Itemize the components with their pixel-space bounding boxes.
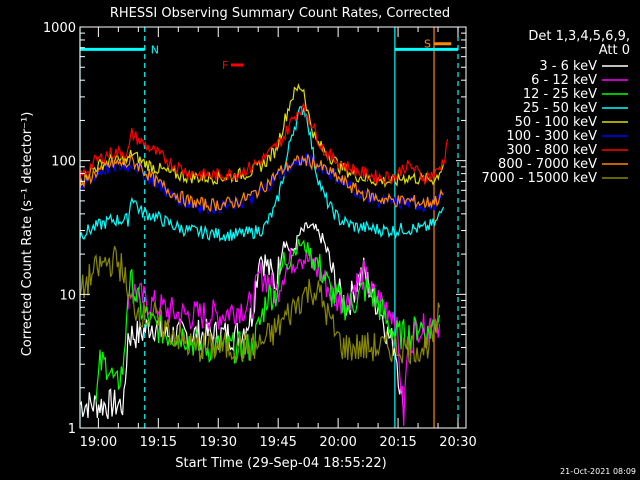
tick-layer: 1 10 100 1000 19:00 19:15 19:30 19:45 20:00 20:15… [43, 21, 477, 450]
series-line-3 [79, 106, 445, 243]
plot-frame [79, 26, 467, 429]
series-line-8 [79, 246, 441, 365]
timestamp: 21-Oct-2021 08:09 [560, 467, 636, 476]
series-line-6 [79, 102, 449, 186]
y-axis-label: Corrected Count Rate (s⁻¹ detector⁻¹) [20, 112, 35, 357]
annotation-label-2: F [222, 59, 228, 72]
chart-title: RHESSI Observing Summary Count Rates, Co… [110, 6, 450, 21]
x-tick-label-0: 19:00 [80, 435, 117, 450]
series-layer [79, 82, 449, 426]
series-line-2 [95, 239, 441, 403]
series-line-0 [79, 222, 405, 420]
x-tick-label-1: 19:15 [140, 435, 177, 450]
y-tick-label-1: 10 [59, 288, 76, 303]
x-tick-label-4: 20:00 [319, 435, 356, 450]
legend-header-line-2: Att 0 [599, 43, 630, 58]
series-line-5 [79, 152, 445, 215]
annotation-label-1: S [424, 38, 431, 51]
legend-label-5: 100 - 300 keV [506, 129, 597, 144]
y-tick-label-2: 100 [51, 155, 76, 170]
legend-label-7: 800 - 7000 keV [498, 157, 597, 172]
legend-label-0: 3 - 6 keV [539, 59, 597, 74]
y-tick-label-0: 1 [68, 422, 76, 437]
x-axis-label: Start Time (29-Sep-04 18:55:22) [175, 456, 386, 471]
x-tick-label-5: 20:15 [379, 435, 416, 450]
legend-label-1: 6 - 12 keV [531, 73, 597, 88]
legend-label-3: 25 - 50 keV [523, 101, 597, 116]
legend-header-line-1: Det 1,3,4,5,6,9, [528, 29, 630, 44]
legend-label-8: 7000 - 15000 keV [482, 171, 598, 186]
x-tick-label-6: 20:30 [439, 435, 476, 450]
x-tick-label-3: 19:45 [259, 435, 296, 450]
x-tick-label-2: 19:30 [200, 435, 237, 450]
legend-label-2: 12 - 25 keV [523, 87, 597, 102]
annotation-label-0: N [151, 43, 159, 56]
y-tick-label-3: 1000 [43, 21, 76, 36]
legend-label-4: 50 - 100 keV [515, 115, 598, 130]
legend-label-6: 300 - 800 keV [506, 143, 597, 158]
series-line-7 [79, 154, 444, 212]
